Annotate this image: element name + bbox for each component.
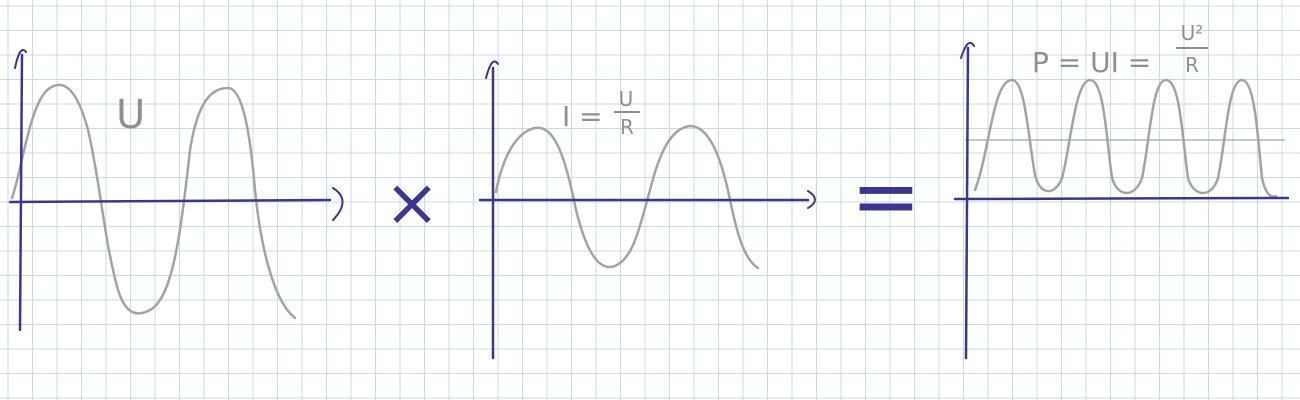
power-graph: P = UI = U² R <box>953 21 1290 360</box>
current-y-arrow <box>485 60 499 79</box>
power-y-arrow <box>960 42 975 59</box>
voltage-label: U <box>116 92 145 138</box>
power-formula-lhs: P = UI = <box>1032 46 1151 79</box>
power-x-axis <box>953 196 1290 201</box>
voltage-y-axis <box>18 53 24 332</box>
power-formula-denominator: R <box>1185 53 1199 77</box>
current-formula-denominator: R <box>620 115 634 139</box>
equals-sign: = <box>851 147 921 245</box>
voltage-y-arrow <box>14 49 27 69</box>
multiply-sign: × <box>384 164 439 241</box>
current-formula-numerator: U <box>619 87 634 111</box>
current-x-arrow <box>807 190 816 209</box>
current-formula-lhs: I = <box>562 100 603 133</box>
current-curve <box>494 124 760 270</box>
power-formula-numerator: U² <box>1181 21 1204 45</box>
power-y-axis <box>964 46 970 360</box>
voltage-curve <box>10 83 297 320</box>
power-curve <box>973 78 1278 198</box>
current-graph: I = U R <box>478 60 816 360</box>
voltage-x-arrow <box>332 187 344 221</box>
voltage-x-axis <box>8 198 332 204</box>
voltage-graph: U <box>8 49 344 332</box>
